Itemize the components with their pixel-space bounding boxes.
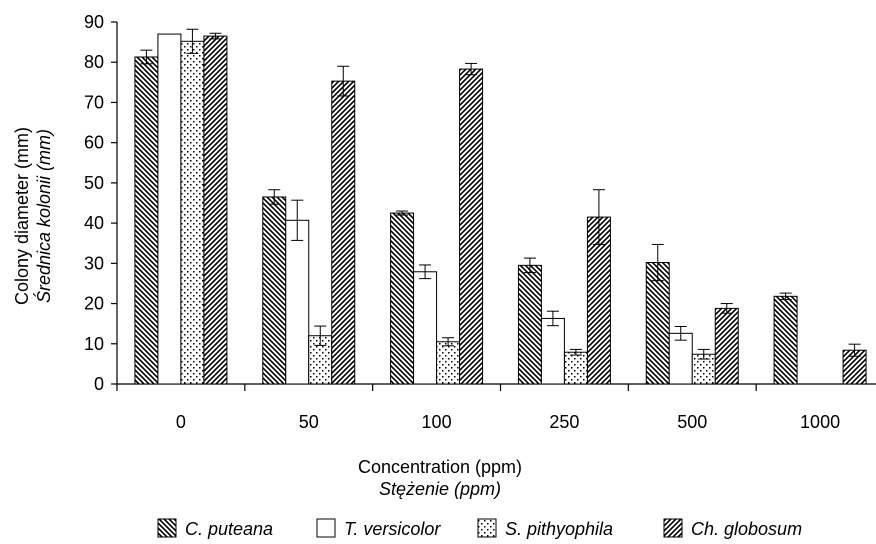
bar	[540, 317, 565, 385]
y-tick-label: 30	[84, 253, 104, 273]
bar	[180, 40, 205, 385]
legend-label: T. versicolor	[344, 519, 441, 539]
bar	[390, 212, 415, 385]
bar	[203, 35, 228, 385]
legend-swatch	[477, 518, 497, 538]
y-tick-label: 60	[84, 133, 104, 153]
y-tick-label: 90	[84, 12, 104, 32]
bar	[714, 307, 739, 385]
x-tick-label: 0	[176, 412, 186, 432]
legend-swatch	[157, 518, 177, 538]
x-ticks: 0 50 100 250 500 1000	[116, 384, 840, 432]
bar	[157, 33, 182, 385]
bars	[134, 33, 867, 385]
y-axis-title-alt: Średnica kolonii (mm)	[33, 129, 54, 303]
bar	[517, 264, 542, 385]
x-tick-label: 250	[549, 412, 579, 432]
legend: C. puteana T. versicolor S. pithyophila Ch.…	[157, 518, 802, 539]
x-tick-label: 50	[299, 412, 319, 432]
error-bars	[140, 28, 861, 360]
y-axis-title: Colony diameter (mm)	[12, 127, 32, 305]
y-tick-label: 50	[84, 173, 104, 193]
legend-label: Ch. globosum	[691, 519, 802, 539]
x-axis-title: Concentration (ppm)	[358, 457, 522, 477]
bar	[773, 295, 798, 385]
legend-label: S. pithyophila	[505, 519, 613, 539]
bar	[668, 332, 693, 385]
y-ticks: 0 10 20 30 40 50 60 70 80 90	[84, 12, 117, 394]
legend-label: C. puteana	[185, 519, 273, 539]
legend-swatch	[663, 518, 683, 538]
axes	[116, 22, 876, 385]
y-tick-label: 40	[84, 213, 104, 233]
bar	[262, 196, 287, 385]
bar	[459, 68, 484, 385]
x-tick-label: 100	[422, 412, 452, 432]
bar	[436, 341, 461, 385]
y-tick-label: 80	[84, 52, 104, 72]
bar	[413, 271, 438, 385]
y-tick-label: 20	[84, 294, 104, 314]
y-tick-label: 70	[84, 92, 104, 112]
legend-swatch	[316, 518, 336, 538]
bar	[563, 351, 588, 385]
x-tick-label: 500	[677, 412, 707, 432]
y-tick-label: 0	[94, 374, 104, 394]
bar	[285, 219, 310, 385]
x-tick-label: 1000	[800, 412, 840, 432]
bar	[134, 56, 159, 385]
x-axis-title-alt: Stężenie (ppm)	[379, 479, 501, 499]
bar	[331, 80, 356, 385]
y-tick-label: 10	[84, 334, 104, 354]
